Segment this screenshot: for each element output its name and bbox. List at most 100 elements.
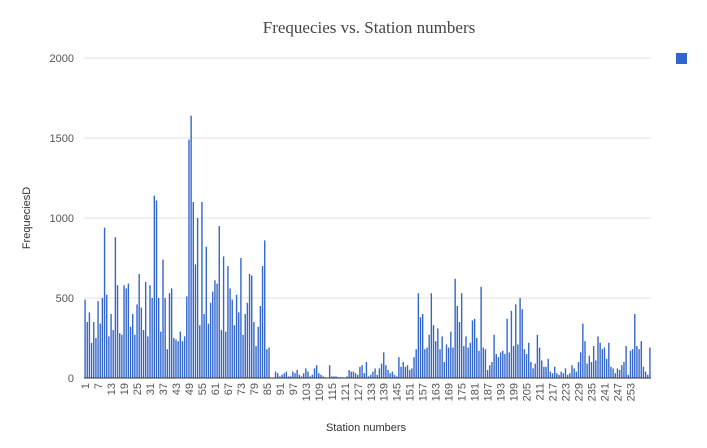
bar: [294, 373, 296, 378]
x-tick-label: 139: [379, 383, 391, 401]
bar: [419, 317, 422, 378]
y-tick-label: 0: [68, 373, 74, 385]
bar: [409, 370, 411, 378]
bar: [404, 366, 407, 378]
bar: [201, 202, 203, 378]
bar: [218, 226, 220, 378]
bar: [266, 349, 268, 378]
x-axis-title: Station numbers: [326, 422, 407, 434]
bar: [605, 358, 608, 378]
bar: [502, 350, 504, 378]
bar: [640, 341, 642, 378]
bar: [554, 366, 556, 378]
bar: [313, 368, 316, 378]
bar: [186, 296, 188, 378]
x-tick-label: 223: [561, 383, 573, 401]
bar: [601, 349, 603, 378]
bar: [179, 331, 181, 378]
bar: [597, 336, 599, 378]
x-tick-label: 247: [612, 383, 624, 401]
bar: [129, 326, 132, 378]
bar: [222, 256, 225, 378]
x-tick-label: 187: [483, 383, 495, 401]
bar: [385, 365, 387, 378]
bar: [188, 139, 190, 378]
bar: [625, 346, 627, 378]
bar: [519, 298, 521, 378]
gridlines: [84, 57, 651, 299]
bar: [365, 362, 368, 378]
bar: [231, 299, 233, 378]
bar: [212, 291, 214, 378]
bar: [398, 357, 400, 378]
x-tick-label: 13: [106, 383, 118, 395]
bar: [370, 374, 372, 378]
bar: [233, 325, 236, 378]
bar: [447, 347, 450, 378]
x-axis-ticks: 1 7 13 19 25 31 37 43 49 55 61 67 73 79 85 91 97 103 109 11…: [80, 383, 637, 401]
bar: [512, 346, 515, 378]
bar: [257, 326, 259, 378]
bar: [335, 376, 337, 378]
bar: [471, 320, 474, 378]
bar: [144, 282, 147, 378]
bar: [220, 330, 223, 378]
bar: [469, 342, 471, 378]
bar: [549, 371, 552, 378]
bar: [437, 328, 439, 378]
bar: [194, 264, 197, 378]
bar: [328, 365, 331, 378]
bar: [289, 376, 292, 378]
bar: [322, 376, 324, 378]
bar: [610, 366, 612, 378]
bar: [415, 349, 417, 378]
bar: [209, 302, 212, 378]
bar: [608, 342, 610, 378]
bar: [499, 352, 502, 378]
bar: [575, 371, 578, 378]
bar: [627, 374, 629, 378]
bar: [251, 275, 253, 378]
bar: [361, 365, 363, 378]
bar: [649, 347, 651, 378]
bar: [101, 298, 104, 378]
bar: [227, 266, 229, 378]
x-tick-label: 25: [132, 383, 144, 395]
bar: [155, 200, 158, 378]
bar: [331, 376, 333, 378]
bar: [279, 376, 281, 378]
bar: [644, 371, 647, 378]
bar: [285, 371, 288, 378]
bar: [300, 376, 303, 378]
x-tick-label: 163: [431, 383, 443, 401]
bar: [116, 285, 119, 378]
bar: [547, 358, 549, 378]
bar: [196, 218, 199, 378]
bar: [413, 357, 415, 378]
bar: [242, 334, 244, 378]
bar: [521, 309, 523, 378]
bar: [93, 322, 95, 378]
bar: [536, 334, 539, 378]
bar: [175, 339, 177, 378]
x-tick-label: 55: [197, 383, 209, 395]
bar: [634, 314, 636, 378]
x-tick-label: 31: [145, 383, 157, 395]
bar: [441, 336, 443, 378]
bar: [573, 368, 575, 378]
bar: [465, 336, 467, 378]
bar: [491, 362, 493, 378]
bar: [586, 363, 588, 378]
bar: [352, 371, 355, 378]
bar: [157, 298, 160, 378]
bar: [283, 373, 285, 378]
y-tick-label: 2000: [50, 53, 74, 65]
bar: [584, 341, 586, 378]
bar: [207, 323, 210, 378]
bar: [246, 302, 249, 378]
bar: [114, 237, 117, 378]
bar: [84, 299, 86, 378]
bar: [506, 318, 508, 378]
x-tick-label: 109: [314, 383, 326, 401]
bar: [424, 349, 426, 378]
